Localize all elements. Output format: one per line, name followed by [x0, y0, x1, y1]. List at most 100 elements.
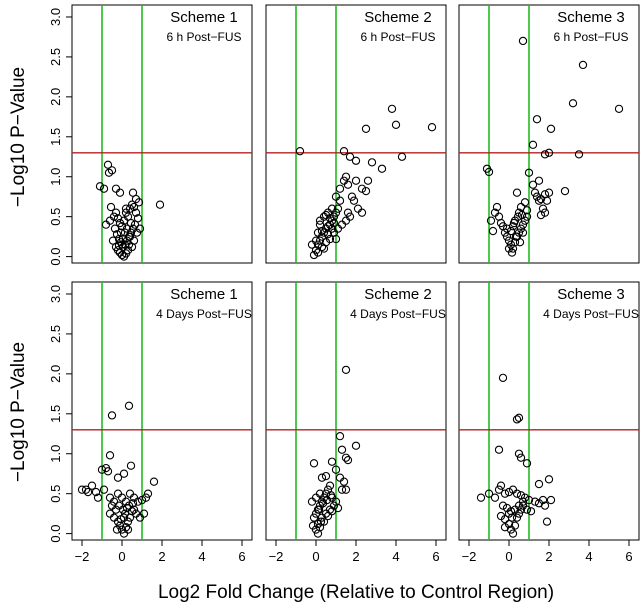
panel-5-data-point	[335, 473, 345, 482]
panel-4-data-point	[137, 495, 147, 505]
panel-6-data-point	[510, 521, 520, 530]
panel-3-data-point	[512, 188, 522, 197]
panel-3-title: Scheme 3	[557, 9, 625, 26]
panel-2-data-point	[341, 216, 351, 225]
panel-4-y-tick-label: 1.5	[48, 405, 63, 423]
panel-2-data-point	[307, 240, 317, 249]
panel-6-data-point	[516, 505, 526, 514]
panel-3-data-point	[528, 140, 538, 149]
panel-3-data-point	[484, 167, 494, 177]
panel-4-data-point	[124, 401, 134, 410]
panel-4-data-point	[120, 509, 130, 518]
panel-3-data-point	[568, 99, 578, 108]
panel-2-data-point	[327, 204, 337, 213]
panel-4-data-point	[143, 489, 153, 498]
panel-6-data-point	[498, 501, 508, 510]
panel-5-data-point	[321, 471, 331, 481]
panel-5-data-point	[341, 365, 351, 375]
panel-5-x-tick-label: −2	[269, 549, 284, 564]
panel-1-data-point	[113, 246, 123, 255]
panel-1-data-point	[101, 220, 111, 229]
panel-2-data-point	[427, 123, 437, 132]
panel-3-data-point	[518, 228, 528, 237]
panel-6-data-point	[476, 493, 486, 502]
panel-6-data-point	[530, 497, 540, 506]
panel-1-data-point	[134, 198, 144, 207]
panel-4-data-point	[103, 467, 113, 476]
panel-1-data-point	[129, 236, 139, 245]
panel-1-data-point	[112, 230, 122, 239]
panel-2-data-point	[313, 228, 323, 237]
panel-5-data-point	[321, 489, 331, 498]
panel-3-data-point	[536, 210, 546, 220]
panel-3-data-point	[506, 240, 516, 249]
panel-1-frame	[71, 4, 253, 264]
panel-6-data-point	[507, 513, 517, 522]
panel-2-data-point	[329, 218, 339, 228]
panel-6-data-point	[540, 501, 550, 510]
panel-2-data-point	[343, 208, 353, 217]
panel-3-data-point	[517, 210, 527, 220]
panel-3-data-point	[509, 218, 519, 228]
panel-5-x-tick-label: 4	[392, 549, 399, 564]
panel-6-data-point	[520, 493, 530, 502]
panel-6-data-point	[512, 415, 522, 424]
panel-3-data-point	[614, 104, 624, 113]
panel-4-data-point	[109, 513, 119, 522]
panel-3-data-point	[518, 36, 528, 46]
panel-2-data-point	[335, 196, 345, 205]
panel-5-data-point	[317, 497, 327, 506]
panel-4-x-tick-label: 6	[238, 549, 245, 564]
panel-5-x-tick-label: 0	[312, 549, 319, 564]
panel-2-data-point	[347, 192, 357, 201]
panel-4-x-tick-label: 2	[158, 549, 165, 564]
panel-1-data-point	[132, 228, 142, 237]
panel-2-data-point	[325, 234, 335, 244]
panel-6-data-point	[514, 413, 524, 422]
panel-4-data-point	[122, 503, 132, 513]
panel-1-y-tick-label: 0.0	[48, 248, 63, 266]
panel-6-data-point	[542, 517, 552, 526]
panel-3-data-point	[510, 238, 520, 247]
panel-1-y-tick-label: 2.0	[48, 88, 63, 106]
panel-3-data-point	[522, 212, 532, 221]
panel-5-data-point	[309, 513, 319, 522]
panel-1-data-point	[109, 212, 119, 221]
panel-6-data-point	[508, 529, 518, 538]
panel-3-data-point	[532, 115, 542, 124]
panel-4-data-point	[105, 451, 115, 460]
panel-4-data-point	[112, 525, 122, 534]
panel-3-data-point	[506, 226, 516, 236]
panel-1-data-point	[128, 188, 138, 197]
panel-5-data-point	[331, 465, 341, 474]
panel-4-data-point	[99, 485, 109, 494]
panel-3-data-point	[540, 150, 550, 159]
panel-5-data-point	[317, 513, 327, 522]
panel-2-data-point	[321, 224, 331, 233]
panel-5-data-point	[307, 497, 317, 506]
panel-2-data-point	[325, 214, 335, 223]
panel-2-data-point	[351, 156, 361, 165]
panel-6-data-point	[512, 513, 522, 522]
panel-3-data-point	[513, 212, 523, 221]
x-axis-title: Log2 Fold Change (Relative to Control Re…	[158, 582, 554, 603]
panel-1-data-point	[103, 160, 113, 169]
panel-4-data-point	[105, 493, 115, 502]
panel-5-data-point	[323, 511, 333, 521]
panel-6-x-tick-label: −2	[462, 549, 477, 564]
panel-2-data-point	[313, 248, 323, 257]
panel-6-data-point	[544, 475, 554, 484]
panel-4-y-tick-label: 0.0	[48, 525, 63, 543]
panel-4-data-point	[107, 411, 117, 420]
panel-5-data-point	[319, 517, 329, 526]
panel-1-data-point	[111, 184, 121, 193]
panel-5-data-point	[315, 489, 325, 498]
panel-4-data-point	[113, 473, 123, 482]
panel-4-data-point	[113, 489, 123, 498]
panel-2-frame	[265, 4, 447, 264]
panel-4-data-point	[119, 513, 129, 522]
panel-3-data-point	[520, 198, 530, 207]
panel-6-data-point	[504, 487, 514, 497]
panel-2-data-point	[319, 228, 329, 237]
panel-4-data-point	[117, 493, 127, 502]
